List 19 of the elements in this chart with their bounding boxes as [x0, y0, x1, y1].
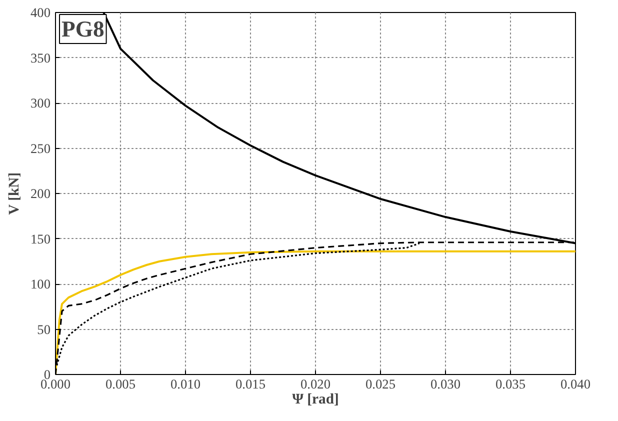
x-tick-label: 0.015 — [236, 376, 266, 392]
y-tick-label: 350 — [30, 50, 51, 66]
annotation: PG8 — [62, 16, 104, 42]
y-tick-label: 100 — [30, 276, 51, 292]
y-tick-label: 250 — [30, 140, 51, 156]
y-tick-label: 150 — [30, 231, 51, 246]
x-tick-label: 0.030 — [430, 376, 461, 392]
x-tick-label: 0.020 — [300, 376, 331, 392]
y-tick-label: 50 — [37, 322, 51, 337]
x-tick-label: 0.040 — [560, 376, 591, 392]
x-axis-title: Ψ [rad] — [292, 392, 339, 408]
y-tick-label: 200 — [30, 186, 51, 201]
y-tick-label: 400 — [30, 5, 51, 20]
x-tick-label: 0.035 — [496, 376, 526, 392]
x-tick-label: 0.025 — [366, 376, 396, 392]
x-tick-label: 0.005 — [106, 376, 136, 392]
y-axis-title: V [kN] — [6, 172, 23, 215]
x-tick-label: 0.010 — [170, 376, 201, 392]
y-tick-label: 300 — [30, 96, 51, 110]
